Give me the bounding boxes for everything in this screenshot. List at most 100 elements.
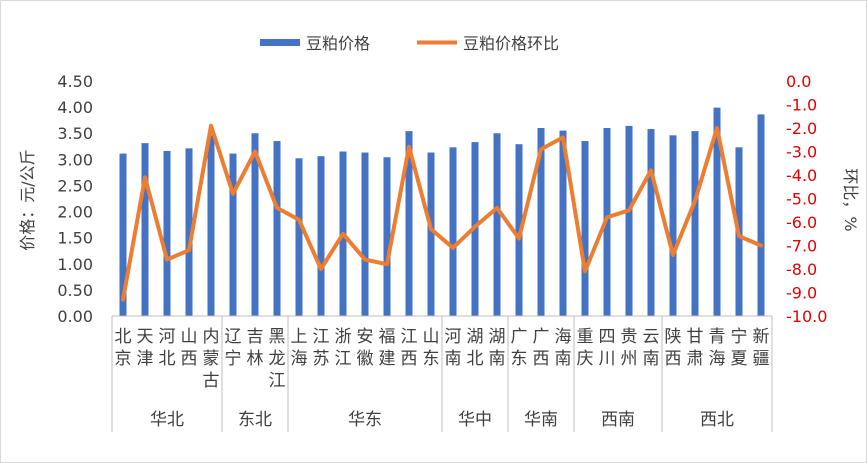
y-right-tick-label: -7.0: [786, 237, 817, 256]
bar: [757, 114, 765, 316]
group-label: 华东: [348, 410, 382, 430]
x-tick-label: 川: [599, 349, 616, 369]
x-tick-label: 江: [401, 327, 418, 347]
x-tick-label: 陕: [665, 327, 682, 347]
x-tick-label: 西: [401, 349, 418, 369]
x-tick-label: 州: [621, 349, 638, 369]
x-tick-label: 东: [511, 349, 528, 369]
x-tick-label: 南: [643, 349, 660, 369]
y-axis-right-title: 环比，%: [841, 168, 860, 231]
line-series: [121, 123, 763, 302]
bar: [163, 150, 171, 316]
bar: [625, 125, 633, 317]
bar: [119, 153, 127, 316]
x-tick-label: 江: [335, 349, 352, 369]
x-axis: 北京天津河北山西内蒙古辽宁吉林黑龙江上海江苏浙江安徽福建江西山东河南湖北湖南广东…: [111, 315, 773, 432]
y-right-tick-label: -2.0: [786, 119, 817, 138]
y-left-tick-label: 1.50: [57, 229, 93, 248]
x-tick-label: 古: [203, 371, 220, 391]
x-tick-label: 贵: [621, 327, 638, 347]
y-right-tick-label: -4.0: [786, 166, 817, 185]
legend-bar-label: 豆粕价格: [306, 34, 370, 53]
x-tick-label: 海: [291, 349, 308, 369]
x-tick-label: 海: [555, 327, 572, 347]
x-tick-label: 南: [445, 349, 462, 369]
bar: [713, 107, 721, 316]
y-right-tick-label: -10.0: [786, 307, 827, 326]
x-tick-label: 山: [423, 327, 440, 347]
x-tick-label: 西: [533, 349, 550, 369]
x-tick-label: 青: [709, 327, 726, 347]
group-label: 华南: [524, 410, 558, 430]
x-tick-label: 河: [445, 327, 462, 347]
x-tick-label: 新: [753, 327, 770, 347]
bar: [647, 129, 655, 316]
group-label: 西南: [601, 410, 635, 430]
x-tick-label: 苏: [313, 349, 330, 369]
bar: [317, 156, 325, 316]
x-tick-label: 福: [379, 327, 396, 347]
x-tick-label: 安: [357, 327, 374, 347]
x-tick-label: 甘: [687, 327, 704, 347]
x-tick-label: 林: [247, 349, 264, 369]
bar: [449, 147, 457, 316]
x-tick-label: 夏: [731, 349, 748, 369]
x-tick-label: 四: [599, 327, 616, 347]
bar: [273, 141, 281, 316]
y-left-tick-label: 0.00: [57, 307, 93, 326]
group-label: 西北: [700, 410, 734, 430]
x-tick-label: 徽: [357, 349, 374, 369]
x-tick-label: 庆: [577, 349, 594, 369]
y-left-tick-label: 4.00: [57, 98, 93, 117]
y-right-tick-label: -5.0: [786, 190, 817, 209]
bar: [581, 141, 589, 316]
bar: [185, 148, 193, 316]
x-tick-label: 北: [159, 349, 176, 369]
y-left-tick-label: 2.00: [57, 203, 93, 222]
x-tick-label: 辽: [225, 327, 242, 347]
x-tick-label: 南: [489, 349, 506, 369]
bar: [669, 135, 677, 316]
x-tick-label: 广: [533, 327, 550, 347]
x-tick-label: 山: [181, 327, 198, 347]
x-tick-label: 北: [115, 327, 132, 347]
x-tick-label: 海: [709, 349, 726, 369]
group-label: 华北: [150, 410, 184, 430]
series-line: [121, 123, 763, 302]
group-label: 华中: [458, 410, 492, 430]
x-tick-label: 津: [137, 349, 154, 369]
y-left-tick-label: 3.00: [57, 150, 93, 169]
x-tick-label: 西: [665, 349, 682, 369]
bar: [405, 131, 413, 316]
y-right-tick-label: 0.0: [786, 72, 811, 91]
y-right-tick-label: -8.0: [786, 260, 817, 279]
bar: [691, 131, 699, 316]
y-right-tick-label: -3.0: [786, 143, 817, 162]
y-axis-left: 0.00 0.50 1.00 1.50 2.00 2.50 3.00 3.50 4.00 4.50: [57, 72, 93, 326]
x-tick-label: 天: [137, 327, 154, 347]
bar: [427, 152, 435, 316]
legend: 豆粕价格 豆粕价格环比: [260, 34, 559, 53]
x-tick-label: 蒙: [203, 349, 220, 369]
y-left-tick-label: 0.50: [57, 281, 93, 300]
bar: [361, 152, 369, 316]
x-tick-label: 江: [269, 371, 286, 391]
x-tick-label: 湖: [489, 327, 506, 347]
x-tick-label: 东: [423, 349, 440, 369]
y-right-tick-label: -6.0: [786, 213, 817, 232]
y-right-tick-label: -9.0: [786, 284, 817, 303]
x-tick-label: 湖: [467, 327, 484, 347]
x-tick-label: 北: [467, 349, 484, 369]
bar: [493, 133, 501, 316]
x-tick-label: 内: [203, 327, 220, 347]
y-left-tick-label: 4.50: [57, 72, 93, 91]
legend-bar-swatch: [260, 39, 300, 46]
y-right-tick-label: -1.0: [786, 96, 817, 115]
bar: [207, 135, 215, 316]
x-tick-label: 肃: [687, 349, 704, 369]
x-tick-label: 浙: [335, 327, 352, 347]
legend-line-label: 豆粕价格环比: [463, 34, 559, 53]
x-tick-label: 龙: [269, 349, 286, 369]
y-axis-right: 0.0 -1.0 -2.0 -3.0 -4.0 -5.0 -6.0 -7.0 -8.0 -9.0 -…: [786, 72, 827, 326]
